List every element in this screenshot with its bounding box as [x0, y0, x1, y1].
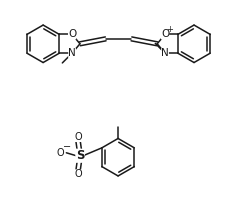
- Text: O: O: [74, 132, 82, 142]
- Text: O: O: [74, 169, 82, 179]
- Text: N: N: [68, 48, 76, 58]
- Text: +: +: [167, 25, 173, 34]
- Text: N: N: [161, 48, 169, 58]
- Text: S: S: [76, 149, 84, 162]
- Text: O: O: [57, 148, 64, 158]
- Text: O: O: [161, 29, 169, 39]
- Text: O: O: [68, 29, 76, 39]
- Text: −: −: [63, 142, 71, 152]
